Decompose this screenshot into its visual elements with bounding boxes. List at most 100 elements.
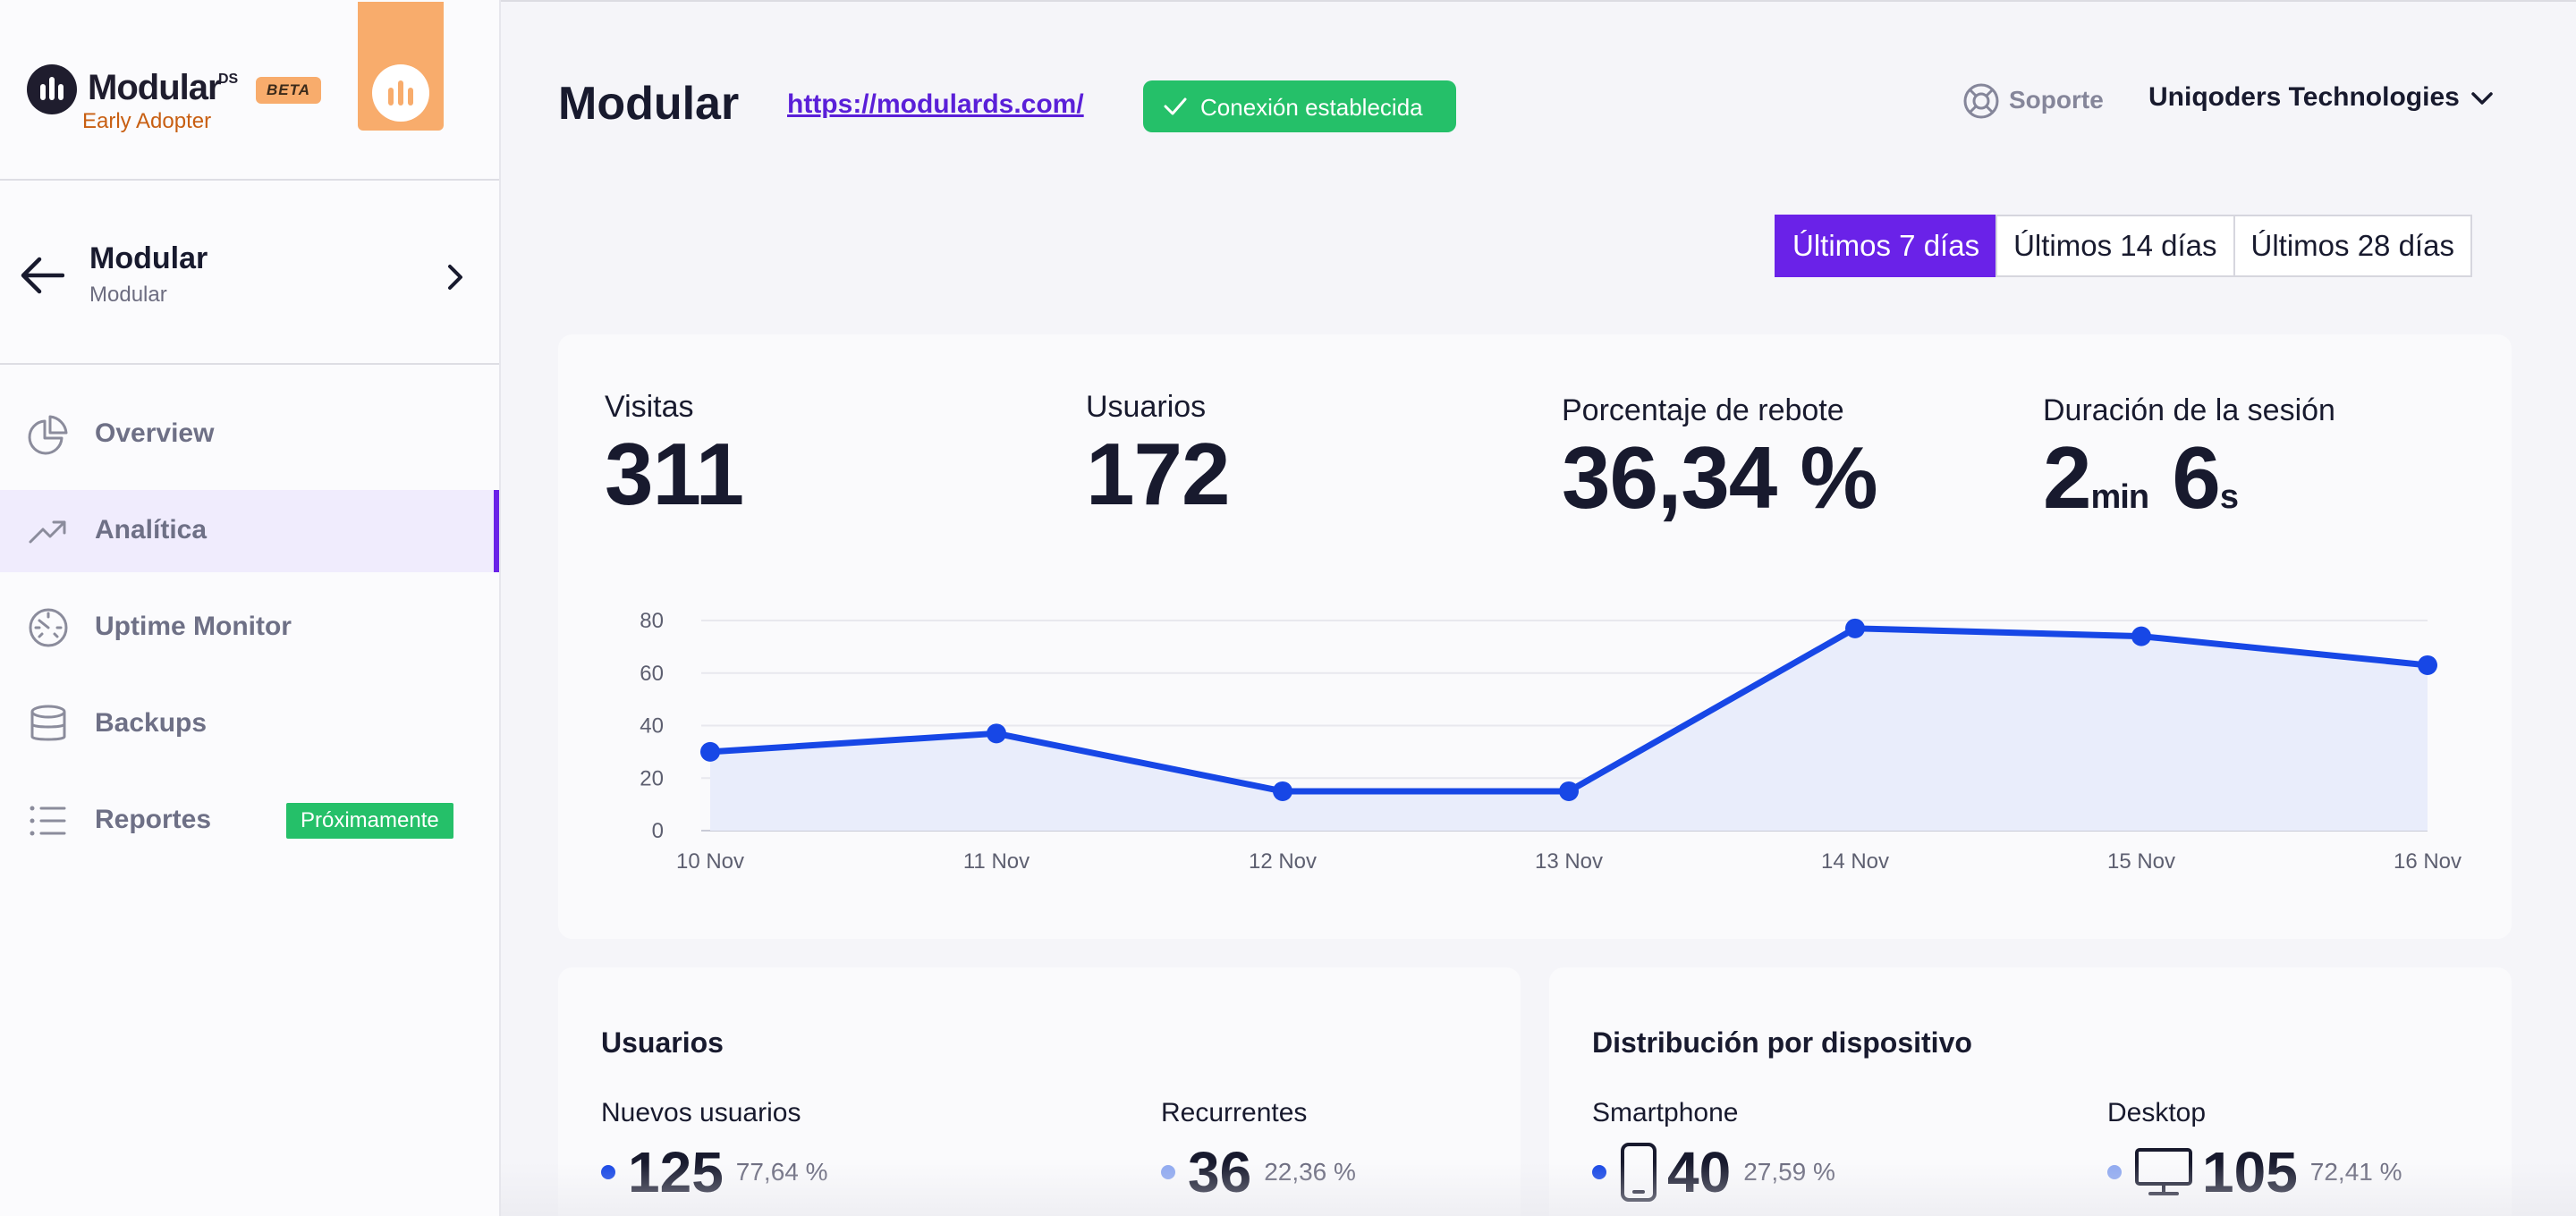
page-title: Modular <box>558 78 740 130</box>
x-tick-label: 12 Nov <box>1249 849 1317 874</box>
bounce-rate-label: Porcentaje de rebote <box>1562 393 1844 427</box>
lifebuoy-icon <box>1963 83 1999 119</box>
session-duration-metric: Duración de la sesión 2min 6s <box>2043 393 2335 521</box>
window-top-border <box>0 0 2576 2</box>
data-point <box>1559 781 1579 801</box>
new-users-stat: Nuevos usuarios 125 77,64 % <box>601 1098 828 1211</box>
check-icon <box>1164 97 1187 115</box>
sidebar-item-label: Reportes <box>95 805 212 834</box>
sidebar-item-overview[interactable]: Overview <box>0 393 499 476</box>
data-point <box>1845 618 1865 638</box>
sidebar-item-reportes[interactable]: Reportes Próximamente <box>0 780 499 862</box>
connection-status-text: Conexión establecida <box>1200 94 1423 121</box>
site-switcher[interactable]: Modular Modular <box>0 182 499 365</box>
device-card-title: Distribución por dispositivo <box>1592 1026 1972 1059</box>
visits-metric: Visitas 311 <box>605 390 744 523</box>
pie-chart-icon <box>28 415 68 455</box>
smartphone-stat: Smartphone 40 27,59 % <box>1592 1098 1835 1211</box>
smartphone-pct: 27,59 % <box>1743 1158 1835 1186</box>
sidebar-item-label: Uptime Monitor <box>95 612 292 641</box>
returning-users-value: 36 <box>1188 1140 1252 1204</box>
returning-users-pct: 22,36 % <box>1264 1158 1356 1186</box>
users-metric: Usuarios 172 <box>1086 390 1231 523</box>
smartphone-label: Smartphone <box>1592 1098 1739 1127</box>
early-adopter-tab[interactable] <box>358 2 444 131</box>
arrow-left-icon[interactable] <box>18 256 64 295</box>
range-14-days-button[interactable]: Últimos 14 días <box>1996 215 2235 277</box>
desktop-stat: Desktop 105 72,41 % <box>2107 1098 2402 1211</box>
date-range-selector: Últimos 7 días Últimos 14 días Últimos 2… <box>1775 215 2472 277</box>
site-title: Modular <box>89 241 208 275</box>
returning-users-label: Recurrentes <box>1161 1098 1308 1127</box>
data-point <box>700 741 720 762</box>
returning-users-dot <box>1161 1165 1175 1179</box>
site-subtitle: Modular <box>89 283 167 307</box>
visits-line-chart: 0 20 40 60 80 10 Nov 11 Nov 12 Nov 13 Nov 14 Nov 1… <box>640 609 2462 874</box>
visits-label: Visitas <box>605 390 694 424</box>
device-distribution-card: Distribución por dispositivo Smartphone … <box>1549 967 2512 1216</box>
list-icon <box>30 806 66 836</box>
smartphone-value: 40 <box>1667 1140 1732 1204</box>
desktop-label: Desktop <box>2107 1098 2207 1127</box>
range-28-days-button[interactable]: Últimos 28 días <box>2233 215 2472 277</box>
range-7-days-button[interactable]: Últimos 7 días <box>1775 215 1998 277</box>
session-seconds-unit: s <box>2219 478 2239 516</box>
organization-name: Uniqoders Technologies <box>2148 82 2460 112</box>
x-tick-label: 13 Nov <box>1535 849 1603 874</box>
sidebar-item-label: Backups <box>95 708 208 738</box>
x-tick-label: 15 Nov <box>2107 849 2175 874</box>
analytics-card: Visitas 311 Usuarios 172 Porcentaje de r… <box>558 334 2512 939</box>
data-point <box>1273 781 1292 801</box>
y-tick-label: 80 <box>640 609 664 633</box>
brand-name: Modular <box>88 68 222 107</box>
desktop-dot <box>2107 1165 2122 1179</box>
modular-logo-icon <box>27 64 77 114</box>
monitor-icon <box>2135 1148 2192 1195</box>
smartphone-dot <box>1592 1165 1606 1179</box>
trend-up-icon <box>29 520 66 544</box>
coming-soon-badge: Próximamente <box>286 803 453 839</box>
visits-value: 311 <box>605 425 744 523</box>
new-users-label: Nuevos usuarios <box>601 1098 801 1127</box>
sidebar-item-analitica[interactable]: Analítica <box>0 490 499 572</box>
users-value: 172 <box>1086 425 1231 523</box>
sidebar-item-uptime-monitor[interactable]: Uptime Monitor <box>0 587 499 669</box>
session-minutes-unit: min <box>2090 478 2150 516</box>
x-tick-label: 11 Nov <box>963 849 1030 874</box>
chevron-right-icon[interactable] <box>442 261 469 293</box>
x-tick-label: 16 Nov <box>2394 849 2462 874</box>
sidebar: Modular DS BETA Early Adopter Modular Mo… <box>0 0 501 1216</box>
data-point <box>987 723 1006 744</box>
desktop-pct: 72,41 % <box>2309 1158 2402 1186</box>
brand-tagline: Early Adopter <box>82 109 212 133</box>
bounce-rate-value: 36,34 % <box>1562 428 1878 527</box>
returning-users-stat: Recurrentes 36 22,36 % <box>1161 1098 1356 1211</box>
y-tick-label: 20 <box>640 766 664 790</box>
sidebar-item-label: Analítica <box>95 515 208 545</box>
y-tick-label: 0 <box>652 819 664 843</box>
database-icon <box>30 705 66 741</box>
sidebar-nav: Overview Analítica Uptime Monitor Backup… <box>0 393 499 876</box>
data-point <box>2131 626 2151 646</box>
gauge-icon <box>29 608 68 647</box>
brand-header: Modular DS BETA Early Adopter <box>0 0 499 181</box>
session-minutes: 2 <box>2043 428 2092 527</box>
data-point <box>2418 654 2437 675</box>
new-users-value: 125 <box>628 1140 724 1204</box>
smartphone-icon <box>1621 1143 1657 1202</box>
chevron-down-icon <box>2471 92 2493 105</box>
site-url-link[interactable]: https://modulards.com/ <box>787 89 1084 119</box>
session-duration-label: Duración de la sesión <box>2043 393 2335 427</box>
x-tick-label: 10 Nov <box>676 849 744 874</box>
users-card-title: Usuarios <box>601 1026 724 1059</box>
connection-status-badge: Conexión establecida <box>1143 80 1456 132</box>
sidebar-item-backups[interactable]: Backups <box>0 683 499 765</box>
y-tick-label: 40 <box>640 714 664 739</box>
bounce-rate-metric: Porcentaje de rebote 36,34 % <box>1562 393 1878 527</box>
session-seconds: 6 <box>2172 428 2221 527</box>
new-users-dot <box>601 1165 615 1179</box>
users-label: Usuarios <box>1086 390 1207 424</box>
users-breakdown-card: Usuarios Nuevos usuarios 125 77,64 % Recu… <box>558 967 1521 1216</box>
desktop-value: 105 <box>2202 1140 2298 1204</box>
brand-suffix: DS <box>218 72 239 87</box>
